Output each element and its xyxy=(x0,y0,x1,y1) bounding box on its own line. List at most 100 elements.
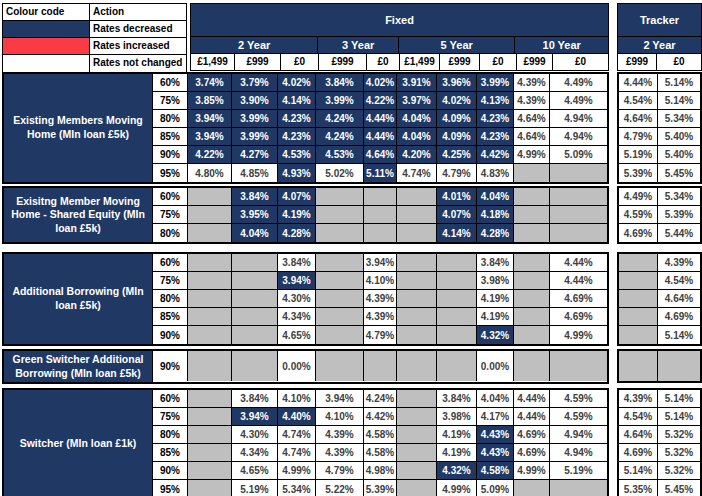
rate-cell: 4.10% xyxy=(364,272,397,289)
rate-cell: 4.30% xyxy=(278,290,316,307)
rate-cell xyxy=(397,224,437,242)
tracker-rate-cell: 5.14% xyxy=(658,74,700,91)
rate-cell: 4.19% xyxy=(278,206,316,223)
rate-cell: 4.99% xyxy=(550,326,607,344)
rate-cell: 4.99% xyxy=(278,462,316,479)
fee-column-header: £999 xyxy=(319,54,367,70)
ltv-cell: 95% xyxy=(153,480,188,496)
tracker-ltv-row xyxy=(619,351,700,381)
fee-column-header: £0 xyxy=(281,54,319,70)
rate-cell xyxy=(514,206,550,223)
tracker-rate-cell: 4.64% xyxy=(619,110,658,127)
tracker-rate-cell: 4.54% xyxy=(658,272,700,289)
rate-cell: 3.95% xyxy=(232,206,278,223)
rate-block: Switcher (MIn loan £1k)60%3.84%4.10%3.94… xyxy=(2,388,609,496)
rate-cell xyxy=(316,290,364,307)
rate-cell xyxy=(397,351,437,381)
rate-cell: 4.30% xyxy=(232,426,278,443)
rate-cell xyxy=(550,164,607,182)
ltv-row: 75%3.94%4.40%4.10%4.42%3.98%4.17%4.44%4.… xyxy=(153,408,607,426)
rate-block: Additional Borrowing (MIn loan £5k)60%3.… xyxy=(2,252,609,346)
rate-cell: 4.13% xyxy=(477,92,514,109)
rate-cell xyxy=(397,206,437,223)
term-group-label: 2 Year xyxy=(191,37,318,53)
rate-cell: 4.39% xyxy=(514,74,550,91)
rate-cell: 4.28% xyxy=(278,224,316,242)
rate-cell xyxy=(514,224,550,242)
ltv-cell: 60% xyxy=(153,74,188,91)
rate-cell: 3.98% xyxy=(437,408,477,425)
ltv-cell: 75% xyxy=(153,408,188,425)
rate-cell xyxy=(514,351,550,381)
legend-action-header: Action xyxy=(90,4,186,20)
legend-label: Rates decreased xyxy=(90,21,186,37)
rate-cell: 4.64% xyxy=(514,128,550,145)
rate-cell xyxy=(232,308,278,325)
rate-cell: 4.79% xyxy=(364,326,397,344)
rate-cell: 3.74% xyxy=(188,74,232,91)
rate-cell: 4.59% xyxy=(550,408,607,425)
rate-cell: 5.11% xyxy=(364,164,397,182)
legend-row-not-changed: Rates not changed xyxy=(3,55,186,72)
tracker-ltv-row: 4.49%5.34% xyxy=(619,188,700,206)
rate-cell: 4.24% xyxy=(316,110,364,127)
rate-cell: 4.99% xyxy=(514,462,550,479)
fee-column-header: £0 xyxy=(367,54,400,70)
tracker-rate-cell: 5.34% xyxy=(658,188,700,205)
ltv-row: 85%4.34%4.74%4.39%4.58%4.19%4.43%4.69%4.… xyxy=(153,444,607,462)
block-rows: 60%3.84%4.10%3.94%4.24%3.84%4.04%4.44%4.… xyxy=(153,390,607,496)
tracker-rate-cell: 5.40% xyxy=(658,146,700,163)
tracker-block: 4.49%5.34%4.59%5.39%4.69%5.44% xyxy=(617,186,702,244)
tracker-rate-cell: 4.39% xyxy=(619,390,658,407)
rate-cell: 4.58% xyxy=(364,426,397,443)
rate-cell xyxy=(514,254,550,271)
ltv-cell: 90% xyxy=(153,326,188,344)
tracker-rate-cell xyxy=(619,272,658,289)
category-label: Existing Members Moving Home (MIn loan £… xyxy=(4,74,153,182)
rate-cell xyxy=(397,408,437,425)
tracker-rate-cell: 5.45% xyxy=(658,164,700,182)
ltv-cell: 80% xyxy=(153,426,188,443)
rate-cell: 0.00% xyxy=(278,351,316,381)
rate-cell xyxy=(364,188,397,205)
rate-cell: 4.43% xyxy=(477,426,514,443)
rate-cell: 3.90% xyxy=(232,92,278,109)
rate-cell xyxy=(397,444,437,461)
rate-cell: 4.94% xyxy=(550,444,607,461)
tracker-rate-cell xyxy=(619,254,658,271)
ltv-row: 80%3.94%3.99%4.23%4.24%4.44%4.04%4.09%4.… xyxy=(153,110,607,128)
rate-cell: 4.85% xyxy=(232,164,278,182)
tracker-title: Tracker xyxy=(618,4,701,37)
tracker-rate-cell: 4.54% xyxy=(619,92,658,109)
rate-cell: 4.02% xyxy=(437,92,477,109)
rate-cell xyxy=(364,224,397,242)
rate-cell xyxy=(397,272,437,289)
rate-cell xyxy=(188,480,232,496)
tracker-rate-cell: 5.19% xyxy=(619,146,658,163)
fee-column-header: £1,499 xyxy=(400,54,440,70)
rate-cell xyxy=(514,308,550,325)
rate-cell: 4.99% xyxy=(437,480,477,496)
tracker-rate-cell: 4.64% xyxy=(619,426,658,443)
rate-cell xyxy=(316,206,364,223)
rate-cell: 4.58% xyxy=(477,462,514,479)
tracker-rate-cell: 4.44% xyxy=(619,74,658,91)
rate-cell: 5.09% xyxy=(477,480,514,496)
fee-column-header: £1,499 xyxy=(191,54,235,70)
tracker-fee-columns: £999£0 xyxy=(618,54,701,70)
tracker-ltv-row: 4.69% xyxy=(619,308,700,326)
rate-cell xyxy=(397,308,437,325)
rate-cell: 3.97% xyxy=(397,92,437,109)
rate-cell: 4.49% xyxy=(550,92,607,109)
tracker-rate-cell xyxy=(619,308,658,325)
rate-cell xyxy=(188,188,232,205)
tracker-ltv-row: 5.39%5.45% xyxy=(619,164,700,182)
ltv-row: 60%3.84%4.10%3.94%4.24%3.84%4.04%4.44%4.… xyxy=(153,390,607,408)
rate-cell: 4.39% xyxy=(364,308,397,325)
tracker-rate-cell: 5.34% xyxy=(658,110,700,127)
ltv-cell: 60% xyxy=(153,390,188,407)
ltv-cell: 80% xyxy=(153,290,188,307)
ltv-cell: 85% xyxy=(153,444,188,461)
rate-cell xyxy=(550,480,607,496)
rate-cell: 4.39% xyxy=(316,444,364,461)
